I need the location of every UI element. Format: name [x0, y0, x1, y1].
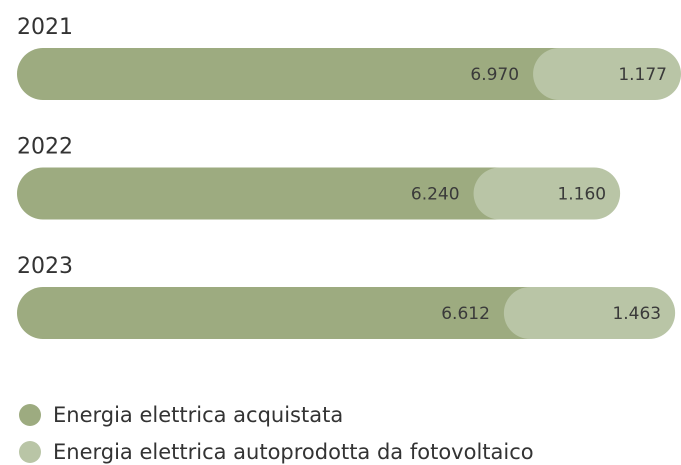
bar-segment [17, 48, 586, 100]
bar-segment [17, 287, 556, 339]
bar-segment [503, 287, 676, 339]
value-label: 6.970 [470, 65, 519, 85]
value-label: 6.612 [441, 304, 490, 324]
value-label: 1.177 [618, 65, 667, 85]
legend-swatch [19, 404, 41, 426]
category-label: 2021 [17, 15, 73, 40]
legend-swatch [19, 441, 41, 463]
legend-label: Energia elettrica acquistata [53, 403, 343, 427]
category-label: 2022 [17, 135, 73, 160]
value-label: 1.463 [612, 304, 661, 324]
bar-segment [17, 167, 526, 220]
bar-segment [533, 48, 681, 100]
value-label: 6.240 [411, 185, 460, 205]
value-label: 1.160 [557, 185, 606, 205]
bar-segment [473, 167, 621, 220]
category-label: 2023 [17, 254, 73, 279]
legend-label: Energia elettrica autoprodotta da fotovo… [53, 440, 534, 464]
